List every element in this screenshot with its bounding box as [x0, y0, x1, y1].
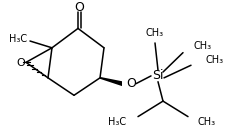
Text: CH₃: CH₃ [205, 55, 223, 65]
Text: CH₃: CH₃ [194, 41, 212, 51]
Text: O: O [126, 77, 136, 90]
Text: H₃C: H₃C [108, 117, 126, 127]
Text: O: O [75, 1, 84, 14]
Text: CH₃: CH₃ [198, 117, 216, 127]
Text: O: O [16, 58, 25, 68]
Text: H₃C: H₃C [9, 34, 27, 44]
Text: CH₃: CH₃ [146, 28, 164, 38]
Polygon shape [100, 77, 122, 86]
Text: Si: Si [152, 69, 164, 82]
